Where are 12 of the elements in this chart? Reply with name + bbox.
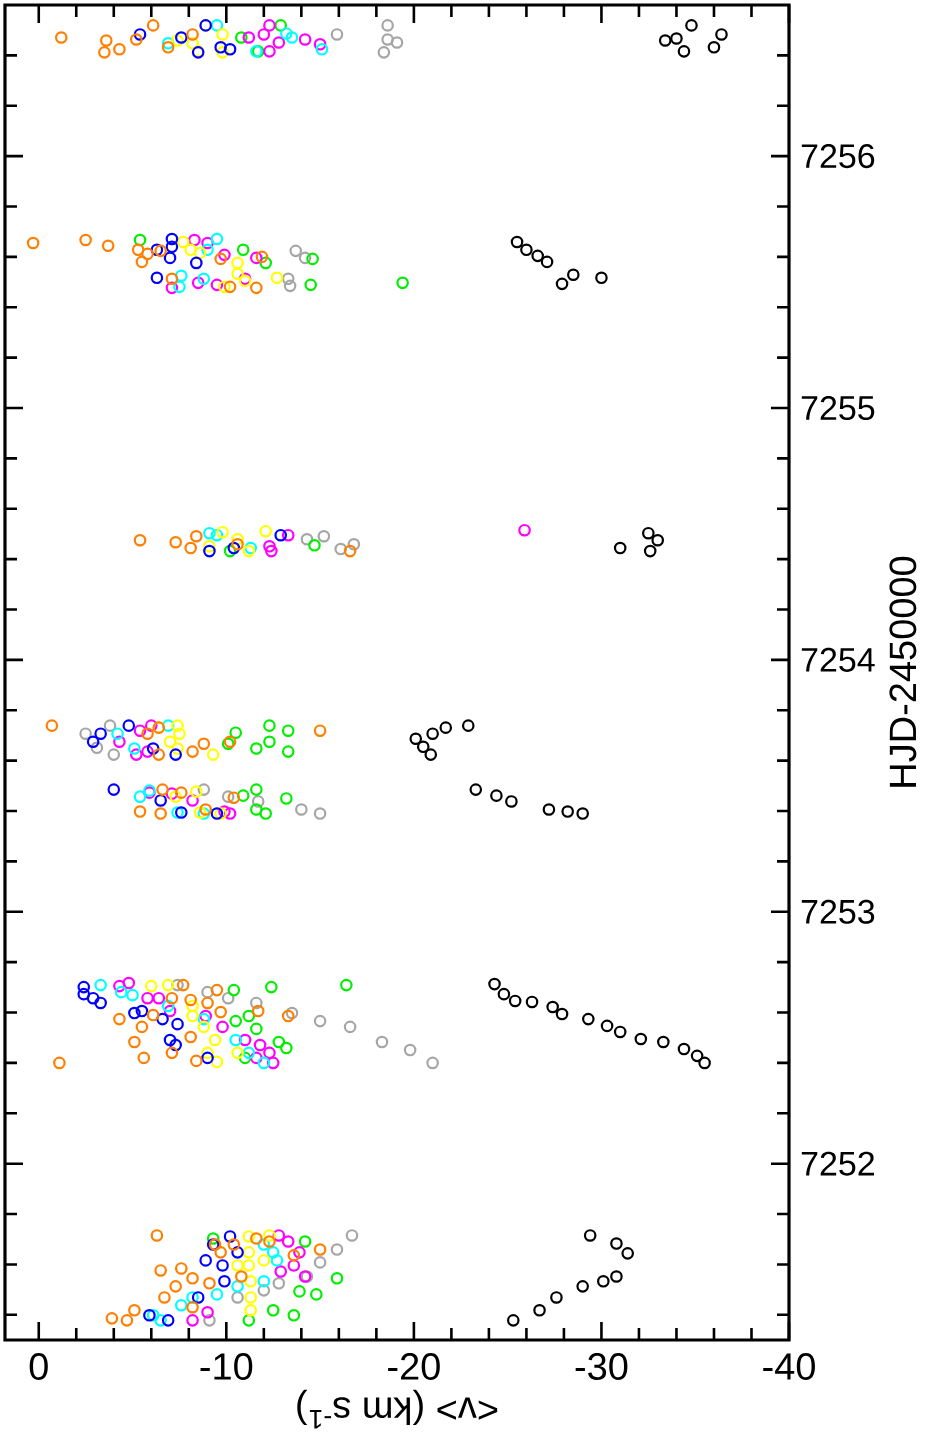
y-tick-label: 7256	[801, 144, 875, 169]
x-tick-label: -30	[575, 1353, 628, 1380]
y-tick-label: 7254	[801, 647, 875, 672]
x-tick-label: -10	[200, 1353, 253, 1380]
y-tick-label: 7255	[801, 395, 875, 421]
x-tick-label: -40	[763, 1353, 815, 1380]
x-tick-label: -20	[388, 1353, 440, 1380]
x-tick-label: 0	[29, 1353, 48, 1380]
x-axis-title: <v> (km s$^{-1}$)	[297, 1389, 498, 1429]
y-axis-title: HJD-2450000	[889, 556, 917, 787]
y-tick-label: 7252	[801, 1151, 874, 1176]
y-tick-label: 7253	[801, 899, 875, 924]
